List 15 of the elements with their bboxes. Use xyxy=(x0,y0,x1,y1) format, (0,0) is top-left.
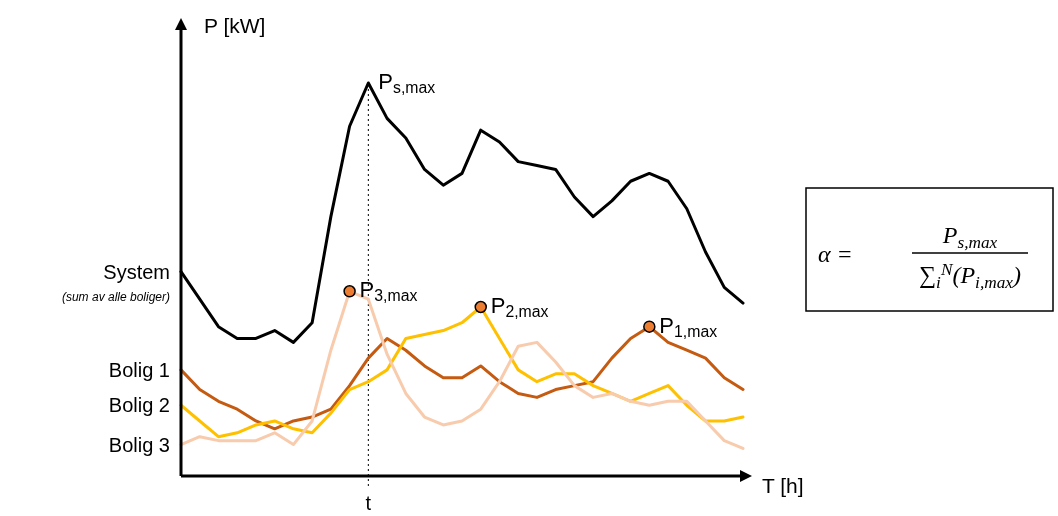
text: (sum av alle boliger) xyxy=(61,289,170,304)
y-axis-title: P [kW] xyxy=(204,14,266,37)
annotation: P$_{2,max}$ xyxy=(490,293,549,321)
x-axis-title: T [h] xyxy=(762,474,804,497)
text: P$_{s,max}$ xyxy=(941,222,998,252)
series-label: System xyxy=(103,260,170,283)
series-label: Bolig 3 xyxy=(108,433,170,456)
text: α = xyxy=(818,241,853,267)
annotation: P$_{1,max}$ xyxy=(659,312,718,341)
series-label: Bolig 1 xyxy=(108,358,170,381)
series-label: Bolig 2 xyxy=(108,394,170,417)
text: t xyxy=(365,492,372,514)
annotation: P$_{s,max}$ xyxy=(378,69,436,97)
annotation: P$_{3,max}$ xyxy=(359,277,418,305)
text: ∑$_{i}$$^{N}$(P$_{i,max}$) xyxy=(919,260,1021,292)
